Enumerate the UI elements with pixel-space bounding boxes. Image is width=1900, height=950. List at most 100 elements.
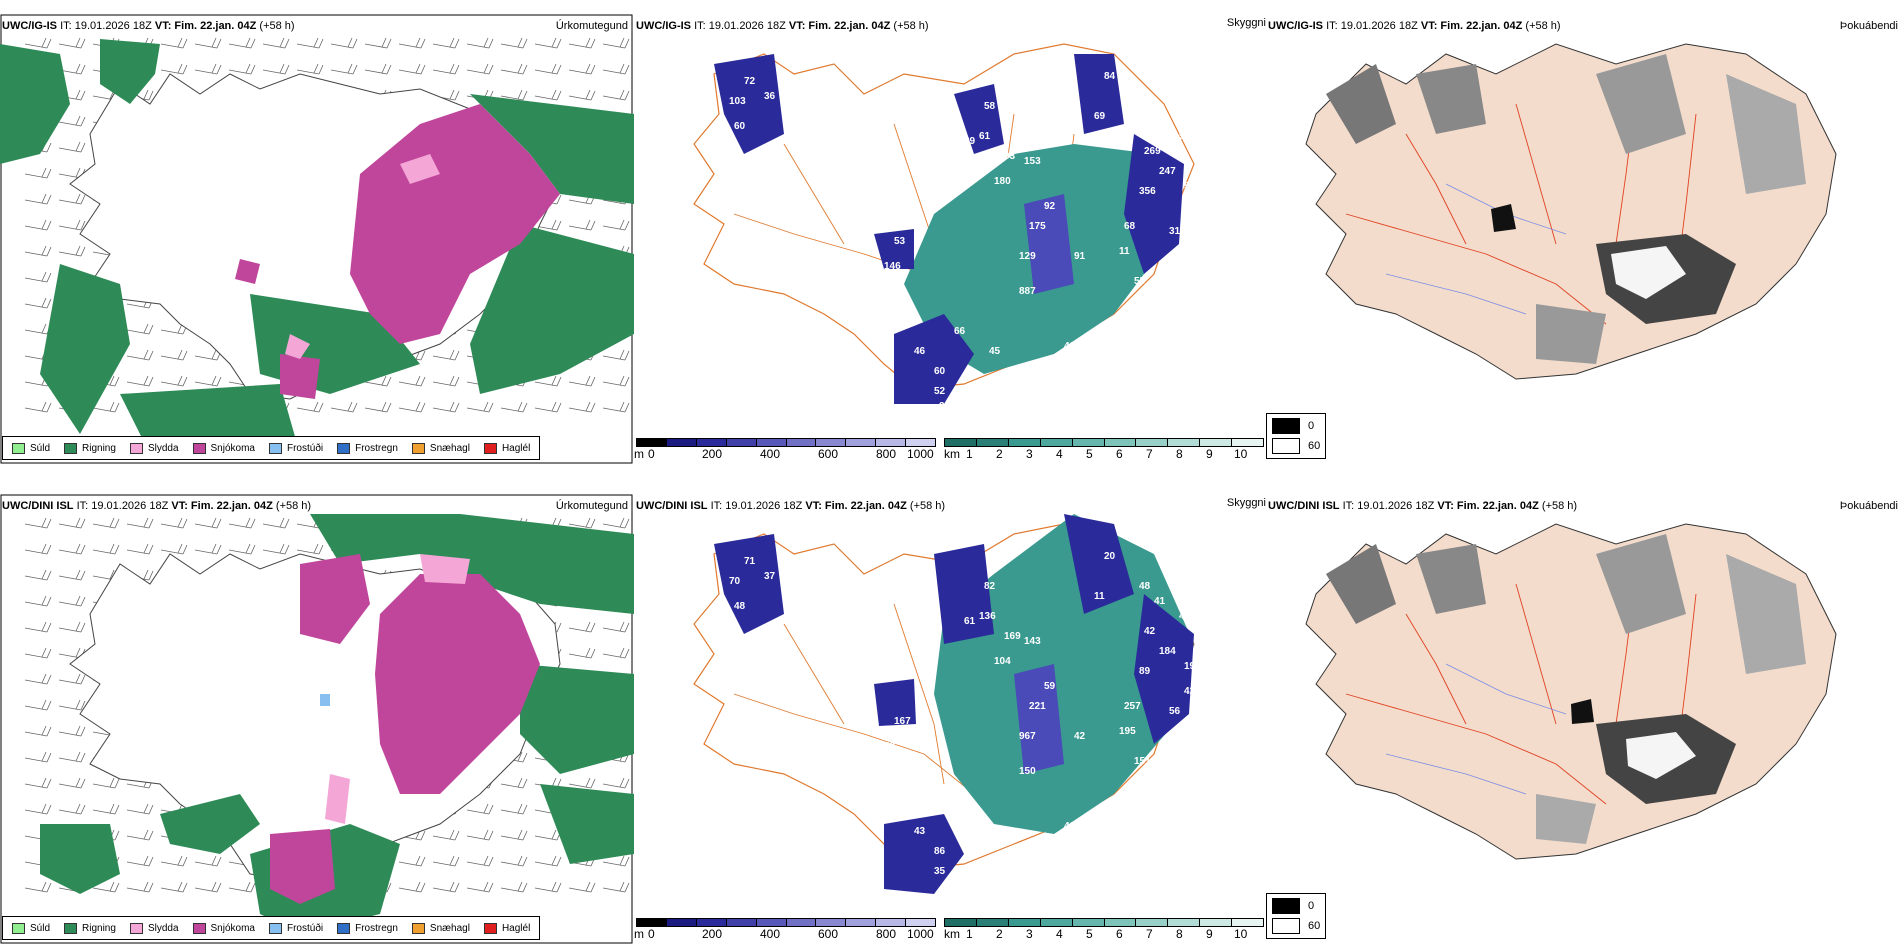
cloud-base-value-label: 69 (1094, 111, 1106, 122)
wind-barb (126, 881, 154, 893)
wind-barb (602, 517, 630, 529)
wind-barb (194, 375, 222, 387)
legend-item: Frostúði (268, 442, 323, 454)
cloud-base-value-label: 41 (1064, 821, 1076, 832)
wind-barb (92, 803, 120, 815)
wind-barb (330, 37, 358, 49)
wind-barb (466, 63, 494, 75)
cloud-base-value-label: 71 (744, 556, 756, 567)
wind-barb (262, 543, 290, 555)
wind-barb (602, 375, 630, 387)
cloud-base-value-label: 356 (1139, 186, 1156, 197)
panel-title: Skyggni (1226, 497, 1266, 509)
cloud-base-value-label: 63 (1154, 116, 1166, 127)
cloud-base-value-label: 184 (1159, 646, 1176, 657)
model-name: UWC/IG-IS (636, 20, 691, 32)
wind-barb (126, 323, 154, 335)
cloud-base-value-label: 93 (1004, 151, 1016, 162)
cloud-base-value-label: 192 (1184, 661, 1201, 672)
cloud-base-value-label: 70 (729, 576, 741, 587)
wind-barb (228, 63, 256, 75)
wind-barb (534, 375, 562, 387)
legend-item: Snjókoma (192, 442, 255, 454)
wind-barb (160, 63, 188, 75)
wind-barb (126, 803, 154, 815)
cloud-base-value-label: 129 (1019, 251, 1036, 262)
wind-barb (24, 595, 52, 607)
wind-barb (330, 63, 358, 75)
wind-barb (432, 881, 460, 893)
wind-barb (330, 401, 358, 413)
cloud-base-value-label: 146 (884, 261, 901, 272)
wind-barb (262, 63, 290, 75)
wind-barb (568, 777, 596, 789)
wind-barb (432, 401, 460, 413)
wind-barb (602, 349, 630, 361)
visibility-colorbar: km 1 2 3 4 5 6 7 8 9 10 (944, 438, 1264, 461)
cloud-base-value-label: 42 (1074, 731, 1086, 742)
wind-barb (568, 881, 596, 893)
panel-title: Úrkomutegund (555, 20, 628, 32)
wind-barb (194, 543, 222, 555)
cloud-base-value-label: 89 (1139, 666, 1151, 677)
wind-barb (534, 37, 562, 49)
cloud-base-value-label: 247 (1159, 166, 1176, 177)
wind-barb (160, 881, 188, 893)
wind-barb (92, 881, 120, 893)
fog-panel-row2: UWC/DINI ISL IT: 19.01.2026 18Z VT: Fim.… (1266, 494, 1900, 944)
legend-item: Rigning (64, 442, 116, 454)
wind-barb (92, 517, 120, 529)
wind-barb (262, 37, 290, 49)
wind-barb (24, 647, 52, 659)
model-name: UWC/IG-IS (1268, 20, 1323, 32)
cloud-base-value-label: 53 (894, 236, 906, 247)
cloud-base-value-label: 411 (1164, 736, 1181, 747)
cloud-base-value-label: 136 (979, 611, 996, 622)
cloud-base-value-label: 49 (1179, 611, 1191, 622)
cloud-base-value-label: 54 (1179, 131, 1191, 142)
wind-barb (126, 517, 154, 529)
model-name: UWC/IG-IS (2, 20, 57, 32)
wind-barb (500, 855, 528, 867)
wind-barb (432, 855, 460, 867)
model-name: UWC/DINI ISL (636, 500, 708, 512)
cloud-base-value-label: 46 (1064, 341, 1076, 352)
wind-barb (24, 751, 52, 763)
wind-barb (58, 803, 86, 815)
panel-title: Þokuábendi (1839, 500, 1898, 512)
cloud-base-value-label: 24 (939, 401, 951, 412)
init-time: IT: 19.01.2026 18Z (1326, 20, 1418, 32)
wind-barb (24, 881, 52, 893)
wind-barb (126, 543, 154, 555)
init-time: IT: 19.01.2026 18Z (1342, 500, 1435, 512)
wind-barb (24, 699, 52, 711)
wind-barb (602, 777, 630, 789)
cloud-base-value-label: 151 (1134, 756, 1151, 767)
wind-barb (534, 855, 562, 867)
wind-barb (194, 63, 222, 75)
lead-time: (+58 h) (1541, 500, 1578, 512)
cloud-base-value-label: 180 (994, 176, 1011, 187)
fog-map-row2 (1305, 523, 1837, 860)
valid-label: VT: (154, 20, 172, 32)
cloud-base-value-label: 46 (914, 346, 926, 357)
wind-barb (568, 219, 596, 231)
cloud-base-value-label: 89 (964, 136, 976, 147)
cloud-base-value-label: 82 (984, 581, 996, 592)
wind-barb (500, 63, 528, 75)
wind-barb (262, 517, 290, 529)
wind-barb (534, 401, 562, 413)
lead-time: (+58 h) (909, 500, 946, 512)
cloud-base-value-label: 40 (884, 741, 896, 752)
cloud-base-value-label: 103 (729, 96, 746, 107)
cloud-base-value-label: 887 (1019, 286, 1036, 297)
wind-barb (534, 881, 562, 893)
fog-map-row1 (1305, 43, 1837, 380)
wind-barb (92, 543, 120, 555)
wind-barb (500, 37, 528, 49)
model-name: UWC/DINI ISL (2, 500, 74, 512)
wind-barb (58, 219, 86, 231)
valid-label: VT: (788, 20, 806, 32)
wind-barb (568, 63, 596, 75)
